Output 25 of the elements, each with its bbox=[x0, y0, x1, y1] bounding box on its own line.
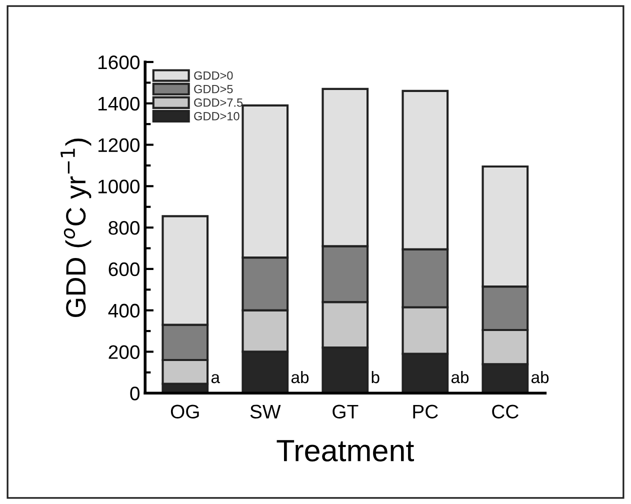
x-tick-label: GT bbox=[332, 404, 358, 419]
annotation: b bbox=[372, 370, 380, 384]
legend-label: GDD>5 bbox=[194, 84, 233, 94]
y-tick-label: 800 bbox=[108, 221, 140, 235]
x-tick-label: SW bbox=[250, 404, 281, 419]
x-tick-label: PC bbox=[413, 404, 438, 419]
annotation: ab bbox=[451, 370, 469, 384]
annotation: ab bbox=[291, 370, 309, 384]
y-tick-label: 1400 bbox=[98, 96, 140, 111]
legend-label: GDD>0 bbox=[194, 71, 233, 80]
y-axis-title: GDD ($^{o}$C yr$^{−1}$) bbox=[60, 138, 92, 317]
y-tick-label: 1600 bbox=[98, 55, 140, 70]
annotation: a bbox=[211, 374, 220, 384]
y-tick-label: 600 bbox=[108, 262, 140, 276]
y-tick-label: 1200 bbox=[98, 138, 140, 152]
y-tick-label: 1000 bbox=[98, 180, 140, 194]
legend-label: GDD>10 bbox=[194, 112, 240, 120]
x-tick-label: OG bbox=[170, 404, 199, 419]
y-tick-label: 0 bbox=[130, 386, 140, 400]
annotation: ab bbox=[531, 370, 549, 384]
y-tick-label: 400 bbox=[108, 304, 140, 318]
x-tick-label: CC bbox=[492, 404, 518, 419]
y-tick-label: 200 bbox=[108, 345, 140, 359]
legend-label: GDD>7.5 bbox=[194, 98, 243, 107]
x-axis-title: Treatment bbox=[276, 440, 414, 462]
